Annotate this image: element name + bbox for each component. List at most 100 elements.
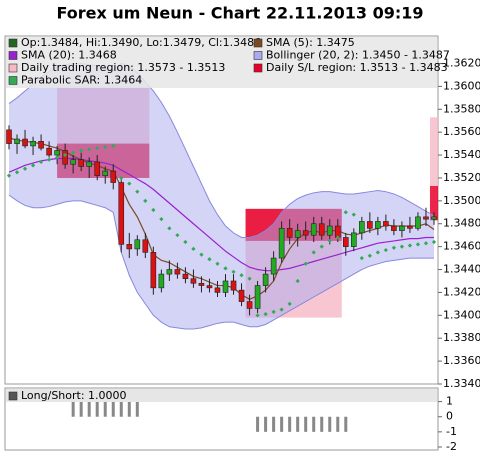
bar [288, 416, 292, 432]
sar-dot [167, 226, 172, 231]
candle-body [14, 138, 20, 144]
sar-dot [46, 157, 52, 162]
y-tick-label: 1.3560 [443, 125, 480, 138]
sar-dot [327, 238, 332, 244]
sar-dot [215, 261, 220, 266]
bar [103, 401, 107, 417]
legend-box [6, 389, 437, 402]
candle-body [318, 223, 325, 236]
sar-dot [423, 241, 429, 246]
candle-body [342, 237, 349, 247]
sar-dot [335, 235, 340, 240]
y-tick-label: 1.3620 [443, 56, 480, 69]
candle-body [294, 230, 301, 238]
sar-dot [199, 252, 204, 257]
y-tick-label: -2 [446, 440, 457, 453]
sar-dot [255, 313, 260, 318]
candle-body [158, 273, 165, 289]
legend-label: Long/Short: 1.0000 [21, 389, 127, 402]
legend-label: Daily S/L region: 1.3513 - 1.3483 [266, 61, 448, 74]
legend-label: Bollinger (20, 2): 1.3450 - 1.3487 [266, 49, 450, 62]
legend-swatch [253, 63, 263, 73]
candle-body [54, 150, 60, 156]
bar [312, 416, 316, 432]
legend-label: Op:1.3484, Hi:1.3490, Lo:1.3479, Cl:1.34… [21, 36, 261, 49]
candle-body [246, 301, 253, 309]
legend-label: Daily trading region: 1.3573 - 1.3513 [21, 61, 225, 74]
candle-body [198, 282, 205, 286]
bar [256, 416, 260, 432]
candle-body [359, 221, 365, 234]
candle-body [174, 269, 181, 275]
bar [328, 416, 332, 432]
sar-dot [22, 166, 28, 171]
candle-body [383, 221, 389, 227]
sar-dot [111, 143, 116, 149]
bar [336, 416, 340, 432]
candle-body [126, 244, 133, 250]
y-tick-label: 1.3600 [443, 79, 480, 92]
sar-dot [311, 250, 316, 255]
legend-label: SMA (20): 1.3468 [21, 49, 117, 62]
sar-dot [135, 189, 140, 194]
sar-dot [319, 244, 324, 249]
y-tick-label: 1.3540 [443, 148, 480, 161]
candle-body [46, 147, 52, 156]
region [429, 185, 438, 221]
bar [79, 401, 83, 417]
candle-body [30, 141, 36, 147]
candle-body [407, 225, 413, 229]
sar-dot [391, 245, 397, 250]
sar-dot [79, 148, 84, 153]
candle-body [254, 285, 261, 309]
sar-dot [143, 198, 148, 203]
y-tick-label: 1.3480 [443, 217, 480, 230]
bar [296, 416, 300, 432]
candle-body [150, 252, 157, 289]
sar-dot [6, 173, 12, 178]
candle-body [110, 170, 117, 183]
candle-body [118, 182, 125, 245]
candle-body [351, 232, 357, 247]
y-tick-label: 1.3460 [443, 240, 480, 253]
candle-body [182, 273, 189, 279]
sar-dot [263, 312, 268, 317]
candle-body [391, 225, 397, 231]
bar [264, 416, 268, 432]
bar [95, 401, 99, 417]
legend-swatch [8, 391, 18, 401]
candle-body [302, 230, 309, 236]
sar-dot [54, 155, 60, 160]
y-tick-label: 1.3420 [443, 285, 480, 298]
candle-body [375, 221, 381, 229]
y-tick-label: 1.3440 [443, 263, 480, 276]
candle-body [423, 216, 429, 220]
sar-dot [159, 217, 164, 222]
y-tick-label: -1 [446, 425, 457, 438]
legend-swatch [253, 38, 263, 48]
sar-dot [103, 144, 108, 150]
candle-body [270, 257, 277, 275]
sar-dot [30, 163, 36, 168]
legend-box [6, 37, 437, 88]
candle-body [70, 159, 76, 165]
sar-dot [175, 233, 180, 238]
sar-dot [247, 276, 252, 281]
candle-body [262, 273, 269, 286]
sar-dot [367, 253, 372, 258]
y-tick-label: 1.3580 [443, 102, 480, 115]
sar-dot [183, 239, 188, 245]
candle-body [310, 223, 317, 236]
sar-dot [351, 212, 356, 217]
sar-dot [279, 307, 284, 312]
candle-body [367, 221, 373, 229]
candle-body [415, 216, 421, 229]
sar-dot [343, 210, 348, 215]
sar-dot [375, 250, 380, 255]
candle-body [62, 150, 68, 165]
sar-dot [127, 181, 132, 186]
sar-dot [151, 207, 156, 213]
candle-body [238, 289, 245, 302]
sar-dot [95, 146, 100, 151]
